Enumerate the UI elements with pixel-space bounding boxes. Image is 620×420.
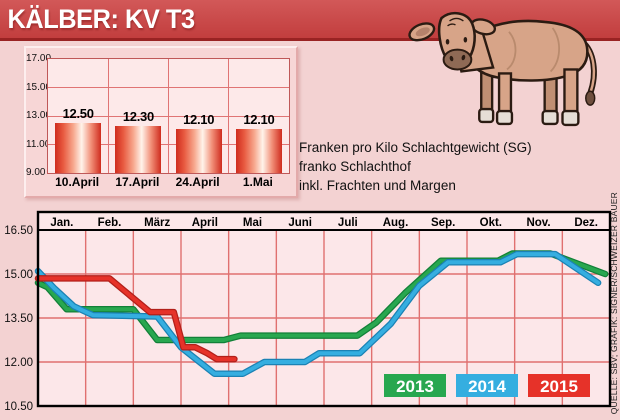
calf-forelock bbox=[447, 17, 464, 27]
subtitle-line: inkl. Frachten und Margen bbox=[299, 178, 456, 193]
calf-illustration bbox=[408, 11, 597, 127]
y-axis-tick-label: 12.00 bbox=[4, 357, 33, 369]
month-label: Aug. bbox=[383, 217, 409, 229]
series-line-edge-2015 bbox=[34, 275, 238, 363]
legend-label-2015: 2015 bbox=[540, 377, 578, 396]
legend-label-2013: 2013 bbox=[396, 377, 434, 396]
month-label: Nov. bbox=[526, 217, 550, 229]
series-line-edge-2013 bbox=[34, 250, 609, 344]
bar bbox=[235, 128, 282, 173]
calf-hoof bbox=[495, 109, 514, 126]
calf-muzzle bbox=[442, 48, 473, 71]
calf-hoof bbox=[478, 107, 495, 124]
month-label: Jan. bbox=[50, 217, 73, 229]
bar-chart-plot-area: 12.50 12.30 12.10 12.10 bbox=[47, 58, 290, 174]
month-label: März bbox=[144, 217, 170, 229]
legend-swatch-2013 bbox=[384, 374, 446, 397]
y-axis-tick-label: 13.50 bbox=[4, 313, 33, 325]
y-axis-tick-label: 16.50 bbox=[4, 225, 33, 237]
calf-drawing bbox=[408, 11, 597, 127]
bar-category-label: 10.April bbox=[55, 175, 100, 189]
bar-ytick-label: 11.00 bbox=[26, 138, 51, 150]
month-label: Juni bbox=[288, 217, 312, 229]
month-label: April bbox=[192, 217, 218, 229]
legend-swatch-2015 bbox=[528, 374, 590, 397]
month-label: Dez. bbox=[574, 217, 598, 229]
bar-category-label: 24.April bbox=[175, 175, 220, 189]
bar-gridline bbox=[228, 59, 230, 173]
month-label: Sep. bbox=[431, 217, 455, 229]
subtitle-block: Franken pro Kilo Schlachtgewicht (SG) fr… bbox=[299, 138, 532, 195]
line-chart-background bbox=[38, 212, 610, 406]
bar-category-label: 17.April bbox=[115, 175, 160, 189]
month-label: Juli bbox=[338, 217, 358, 229]
series-line-2014 bbox=[36, 252, 601, 376]
calf-near-front-leg bbox=[497, 72, 513, 117]
legend-swatch-2014 bbox=[456, 374, 518, 397]
calf-eye bbox=[463, 36, 468, 43]
legend-label-2014: 2014 bbox=[468, 377, 506, 396]
series-line-edge-2014 bbox=[34, 250, 602, 377]
month-label: Feb. bbox=[98, 217, 122, 229]
bar-value-label: 12.10 bbox=[183, 111, 215, 127]
bar-gridline bbox=[168, 59, 169, 173]
bar bbox=[115, 125, 162, 173]
source-credit: QUELLE: SBV; GRAFIK: SIGNER/SCHWEIZER BA… bbox=[609, 191, 619, 414]
bar-gridline bbox=[107, 59, 109, 173]
series-line-2015 bbox=[36, 276, 237, 362]
subtitle-line: Franken pro Kilo Schlachtgewicht (SG) bbox=[299, 140, 532, 155]
bar-category-label: 1.Mai bbox=[242, 175, 273, 189]
bar bbox=[55, 123, 102, 173]
series-line-2013 bbox=[36, 251, 608, 342]
line-chart-frame bbox=[36, 210, 612, 408]
calf-hoof bbox=[561, 109, 580, 127]
bar bbox=[175, 128, 222, 173]
calf-near-rear-leg bbox=[563, 68, 579, 117]
bar-ytick-label: 15.00 bbox=[26, 81, 52, 93]
calf-hoof bbox=[541, 109, 559, 126]
bar-ytick-label: 9.00 bbox=[26, 167, 46, 178]
calf-nostril bbox=[461, 54, 466, 61]
calf-eye bbox=[445, 38, 450, 45]
bar-ytick-label: 17.00 bbox=[26, 53, 52, 64]
subtitle-line: franko Schlachthof bbox=[299, 159, 411, 174]
y-axis-tick-label: 15.00 bbox=[4, 269, 33, 281]
month-label: Mai bbox=[243, 217, 262, 229]
calf-far-front-leg bbox=[480, 70, 494, 115]
calf-tail-tuft bbox=[585, 90, 596, 106]
page-title: KÄLBER: KV T3 bbox=[7, 4, 196, 34]
bar-value-label: 12.50 bbox=[62, 106, 94, 122]
bar-ytick-label: 13.00 bbox=[26, 110, 52, 121]
bar-value-label: 12.30 bbox=[122, 108, 154, 124]
y-axis-tick-label: 10.50 bbox=[4, 401, 33, 413]
month-label: Okt. bbox=[480, 217, 502, 229]
calf-nostril bbox=[449, 55, 454, 62]
weekly-bar-chart-panel: 17.00 15.00 13.00 11.00 9.00 12.50 12.30 12.10… bbox=[24, 46, 298, 198]
bar-value-label: 12.10 bbox=[243, 111, 275, 127]
